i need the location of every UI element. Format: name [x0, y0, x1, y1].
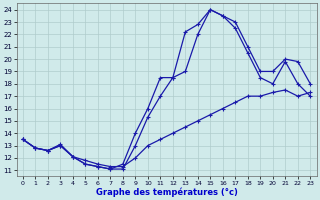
- X-axis label: Graphe des températures (°c): Graphe des températures (°c): [96, 187, 237, 197]
